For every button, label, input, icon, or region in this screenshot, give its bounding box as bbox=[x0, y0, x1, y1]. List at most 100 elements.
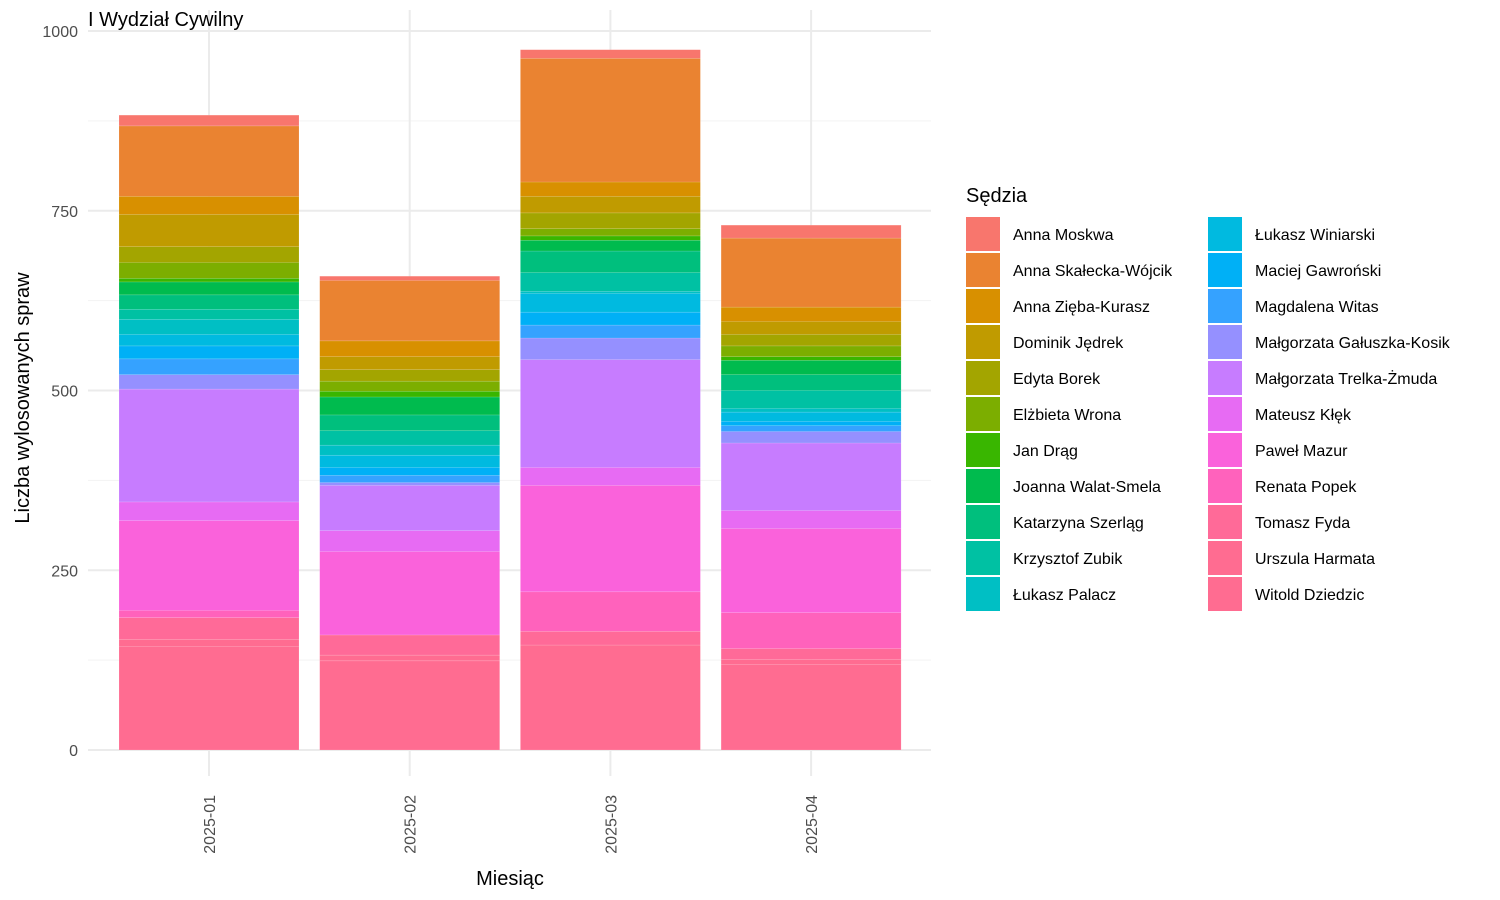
legend-label: Joanna Walat-Smela bbox=[1013, 479, 1161, 496]
bar-segment bbox=[520, 291, 701, 294]
legend-label: Anna Skałecka-Wójcik bbox=[1013, 263, 1173, 280]
legend-label: Łukasz Palacz bbox=[1013, 587, 1116, 604]
bar-segment bbox=[319, 380, 500, 392]
bar-segment bbox=[720, 345, 902, 357]
legend-item: Witold Dziedzic bbox=[1208, 577, 1364, 611]
bar-segment bbox=[319, 467, 500, 476]
legend-key bbox=[966, 253, 1000, 287]
bar-segment bbox=[118, 646, 300, 751]
legend-label: Dominik Jędrek bbox=[1013, 335, 1124, 352]
legend-key bbox=[966, 361, 1000, 395]
bar-segment bbox=[720, 321, 902, 335]
bar-segment bbox=[520, 485, 701, 593]
bar-segment bbox=[118, 501, 300, 521]
y-tick-label: 250 bbox=[51, 563, 78, 580]
bar-segment bbox=[319, 430, 500, 446]
bar-segment bbox=[118, 214, 300, 247]
bar-segment bbox=[319, 396, 500, 416]
bar-segment bbox=[319, 390, 500, 398]
legend-label: Witold Dziedzic bbox=[1255, 587, 1364, 604]
bar-segment bbox=[118, 278, 300, 283]
bar-segment bbox=[319, 454, 500, 468]
x-tick-label: 2025-04 bbox=[804, 795, 821, 854]
bar-segment bbox=[720, 411, 902, 422]
legend-label: Renata Popek bbox=[1255, 479, 1357, 496]
bar-segment bbox=[720, 306, 902, 322]
legend-key bbox=[1208, 217, 1242, 251]
legend-key bbox=[1208, 289, 1242, 323]
legend-label: Urszula Harmata bbox=[1255, 551, 1375, 568]
legend-label: Katarzyna Szerląg bbox=[1013, 515, 1144, 532]
bar-segment bbox=[520, 359, 701, 468]
bar-segment bbox=[720, 237, 902, 308]
bar-segment bbox=[520, 250, 701, 273]
legend-label: Anna Zięba-Kurasz bbox=[1013, 299, 1150, 316]
legend-key bbox=[1208, 505, 1242, 539]
bar-segment bbox=[720, 390, 902, 409]
legend-key bbox=[1208, 577, 1242, 611]
legend-label: Elżbieta Wrona bbox=[1013, 407, 1121, 424]
bar-segment bbox=[118, 281, 300, 296]
legend-label: Jan Drąg bbox=[1013, 443, 1078, 460]
y-axis-ticks: 0 250 500 750 1000 bbox=[42, 24, 78, 760]
bar-segment bbox=[118, 246, 300, 263]
bar-segment bbox=[720, 374, 902, 391]
bar-segment bbox=[720, 356, 902, 361]
legend-label: Edyta Borek bbox=[1013, 371, 1101, 388]
legend-item: Łukasz Winiarski bbox=[1208, 217, 1375, 251]
bar-segment bbox=[118, 520, 300, 611]
bar-segment bbox=[319, 485, 500, 531]
legend-item: Małgorzata Trelka-Żmuda bbox=[1208, 361, 1437, 395]
bar-segment bbox=[319, 356, 500, 370]
legend-key bbox=[1208, 253, 1242, 287]
legend-label: Maciej Gawroński bbox=[1255, 263, 1381, 280]
bar-segment bbox=[520, 272, 701, 292]
bar-segment bbox=[118, 294, 300, 310]
legend: Sędzia Anna Moskwa Anna Skałecka-Wójcik An… bbox=[966, 185, 1451, 611]
legend-item: Jan Drąg bbox=[966, 433, 1078, 467]
legend-key bbox=[966, 505, 1000, 539]
bar-segment bbox=[520, 293, 701, 313]
legend-key bbox=[966, 217, 1000, 251]
legend-item: Katarzyna Szerląg bbox=[966, 505, 1144, 539]
bar-segment bbox=[520, 58, 701, 183]
legend-key bbox=[1208, 469, 1242, 503]
bar-segment bbox=[520, 181, 701, 197]
legend-item: Łukasz Palacz bbox=[966, 577, 1116, 611]
bar-segment bbox=[520, 311, 701, 326]
legend-key bbox=[1208, 361, 1242, 395]
bar-segment bbox=[520, 644, 701, 751]
bar-segment bbox=[520, 235, 701, 241]
bar-segment bbox=[118, 309, 300, 320]
bar-segment bbox=[720, 334, 902, 347]
y-tick-label: 750 bbox=[51, 204, 78, 221]
bar-segment bbox=[520, 239, 701, 252]
legend-item: Anna Moskwa bbox=[966, 217, 1114, 251]
y-axis-title: Liczba wylosowanych spraw bbox=[12, 272, 34, 524]
bar-segment bbox=[118, 388, 300, 503]
legend-label: Małgorzata Trelka-Żmuda bbox=[1255, 369, 1437, 388]
legend-item: Joanna Walat-Smela bbox=[966, 469, 1161, 503]
bar-segment bbox=[319, 280, 500, 342]
legend-item: Tomasz Fyda bbox=[1208, 505, 1350, 539]
bar-segment bbox=[319, 482, 500, 486]
bar-segment bbox=[118, 196, 300, 215]
legend-label: Paweł Mazur bbox=[1255, 443, 1348, 460]
legend-title: Sędzia bbox=[966, 185, 1028, 207]
bar-segment bbox=[520, 631, 701, 646]
bar-segment bbox=[118, 617, 300, 640]
bars bbox=[118, 49, 902, 751]
legend-key bbox=[1208, 397, 1242, 431]
legend-label: Mateusz Kłęk bbox=[1255, 407, 1352, 424]
bar-segment bbox=[720, 408, 902, 413]
bar-segment bbox=[319, 275, 500, 281]
bar-segment bbox=[720, 425, 902, 432]
legend-item: Dominik Jędrek bbox=[966, 325, 1124, 359]
legend-item: Renata Popek bbox=[1208, 469, 1357, 503]
legend-key bbox=[966, 397, 1000, 431]
legend-key bbox=[966, 289, 1000, 323]
legend-key bbox=[1208, 433, 1242, 467]
bar-segment bbox=[520, 324, 701, 339]
legend-key bbox=[966, 433, 1000, 467]
